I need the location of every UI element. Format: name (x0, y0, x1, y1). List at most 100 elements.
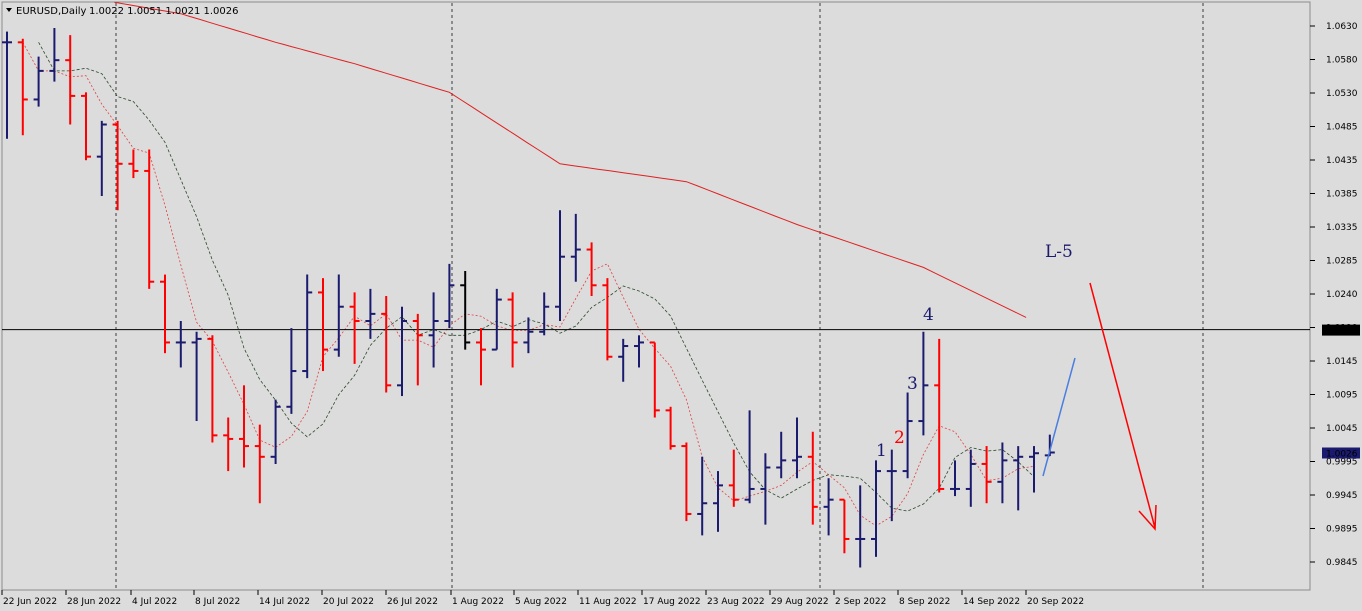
ohlc-readout: 1.0022 1.0051 1.0021 1.0026 (89, 6, 239, 17)
ohlc-bar (728, 449, 739, 507)
ohlc-bar (634, 335, 644, 368)
ohlc-bar (918, 331, 929, 436)
ohlc-bar (823, 478, 834, 536)
price-tick-label: 0.9945 (1326, 491, 1358, 501)
ohlc-bar (586, 242, 597, 296)
ohlc-bar (839, 498, 850, 554)
moving-average-fast-dark (38, 42, 1035, 512)
symbol-title: EURUSD,Daily (16, 6, 87, 17)
ohlc-bar (713, 471, 723, 532)
ohlc-bar (570, 213, 581, 282)
ohlc-bar (618, 338, 629, 382)
ohlc-bar (886, 449, 897, 522)
ohlc-bar (175, 321, 186, 368)
ohlc-bar (112, 120, 123, 211)
ohlc-bar (697, 456, 708, 536)
ohlc-bar (934, 338, 945, 493)
time-axis: 22 Jun 2022 28 Jun 2022 4 Jul 2022 8 Jul 20… (1, 590, 1084, 607)
ohlc-bar (965, 449, 976, 507)
ohlc-bar (665, 406, 676, 450)
ohlc-bar (270, 399, 281, 464)
time-tick-label: 1 Aug 2022 (452, 597, 504, 607)
price-tick-label: 1.0630 (1326, 22, 1358, 32)
arrowhead-icon (1138, 504, 1157, 531)
wave-label-1: 1 (876, 441, 887, 461)
ohlc-bar (302, 274, 313, 379)
price-tick-label: 1.0335 (1326, 223, 1358, 233)
ohlc-bar (33, 56, 44, 107)
ohlc-bar (254, 424, 265, 504)
time-tick-label: 17 Aug 2022 (643, 597, 701, 607)
time-tick-label: 20 Jul 2022 (323, 597, 374, 607)
moving-average-slow (114, 1, 1027, 318)
time-tick-label: 29 Aug 2022 (771, 597, 829, 607)
ohlc-bar (191, 331, 202, 422)
ohlc-bar (333, 274, 344, 357)
ohlc-bar (507, 292, 518, 368)
ohlc-bar (871, 460, 881, 557)
time-tick-label: 28 Jun 2022 (67, 597, 121, 607)
ohlc-bar (476, 328, 486, 386)
dropdown-triangle-icon[interactable] (6, 8, 12, 12)
ohlc-bar (365, 288, 376, 339)
ohlc-bar (428, 292, 439, 368)
ohlc-bar (349, 292, 360, 364)
price-tick-label: 1.0485 (1326, 123, 1358, 133)
wave-label-l5: L-5 (1045, 242, 1073, 262)
ohlc-bar (128, 149, 139, 179)
ohlc-bar (523, 317, 534, 354)
period-separators (115, 3, 1204, 589)
ohlc-bar (444, 263, 455, 329)
price-tick-label: 1.0385 (1326, 190, 1358, 200)
time-tick-label: 11 Aug 2022 (579, 597, 637, 607)
time-tick-label: 4 Jul 2022 (132, 597, 177, 607)
projection-up-line (1042, 357, 1076, 477)
hline-price-text: 1.0198 (1326, 327, 1358, 337)
wave-label-4: 4 (923, 305, 934, 325)
ohlc-bar (397, 306, 407, 397)
ohlc-bar (96, 120, 107, 196)
ohlc-bar (950, 460, 960, 497)
ohlc-bar (49, 28, 60, 82)
ohlc-bar (997, 442, 1008, 504)
price-tick-label: 0.9895 (1326, 525, 1358, 535)
chart-header: EURUSD,Daily 1.0022 1.0051 1.0021 1.0026 (6, 6, 239, 17)
ohlc-bar (681, 442, 692, 522)
ohlc-bar (855, 485, 866, 568)
time-tick-label: 22 Jun 2022 (3, 597, 57, 607)
ohlc-bar (981, 446, 992, 504)
plot-frame (1, 1, 1311, 591)
price-tick-label: 1.0240 (1326, 290, 1358, 300)
time-tick-label: 8 Jul 2022 (195, 597, 240, 607)
price-tick-label: 1.0580 (1326, 56, 1358, 66)
price-tick-label: 0.9845 (1326, 558, 1358, 568)
ohlc-bar (555, 210, 565, 322)
ohlc-bar (65, 35, 76, 125)
time-tick-label: 5 Aug 2022 (515, 597, 567, 607)
ohlc-bar (207, 335, 218, 443)
ohlc-bar (1013, 446, 1024, 511)
ohlc-bar (807, 431, 818, 525)
price-tick-label: 0.9995 (1326, 458, 1358, 468)
price-tick-label: 1.0095 (1326, 391, 1358, 401)
ohlc-bar (649, 341, 660, 418)
ohlc-bar (286, 328, 297, 414)
ohlc-bar (491, 288, 502, 351)
ohlc-bar (2, 31, 12, 139)
hline-price-label: 1.0198 (1322, 324, 1360, 337)
ohlc-bar (760, 453, 771, 525)
projection (1042, 282, 1157, 531)
ohlc-bar (776, 431, 787, 479)
ohlc-bar (160, 274, 170, 354)
ohlc-bar (239, 385, 249, 468)
price-tick-label: 1.0145 (1326, 357, 1358, 367)
ohlc-bar (81, 92, 91, 161)
ohlc-bars (2, 28, 1055, 568)
ohlc-bar (792, 417, 802, 479)
time-tick-label: 20 Sep 2022 (1027, 597, 1084, 607)
ohlc-bar (144, 149, 155, 289)
wave-label-3: 3 (907, 374, 918, 394)
ohlc-bar (602, 278, 613, 361)
